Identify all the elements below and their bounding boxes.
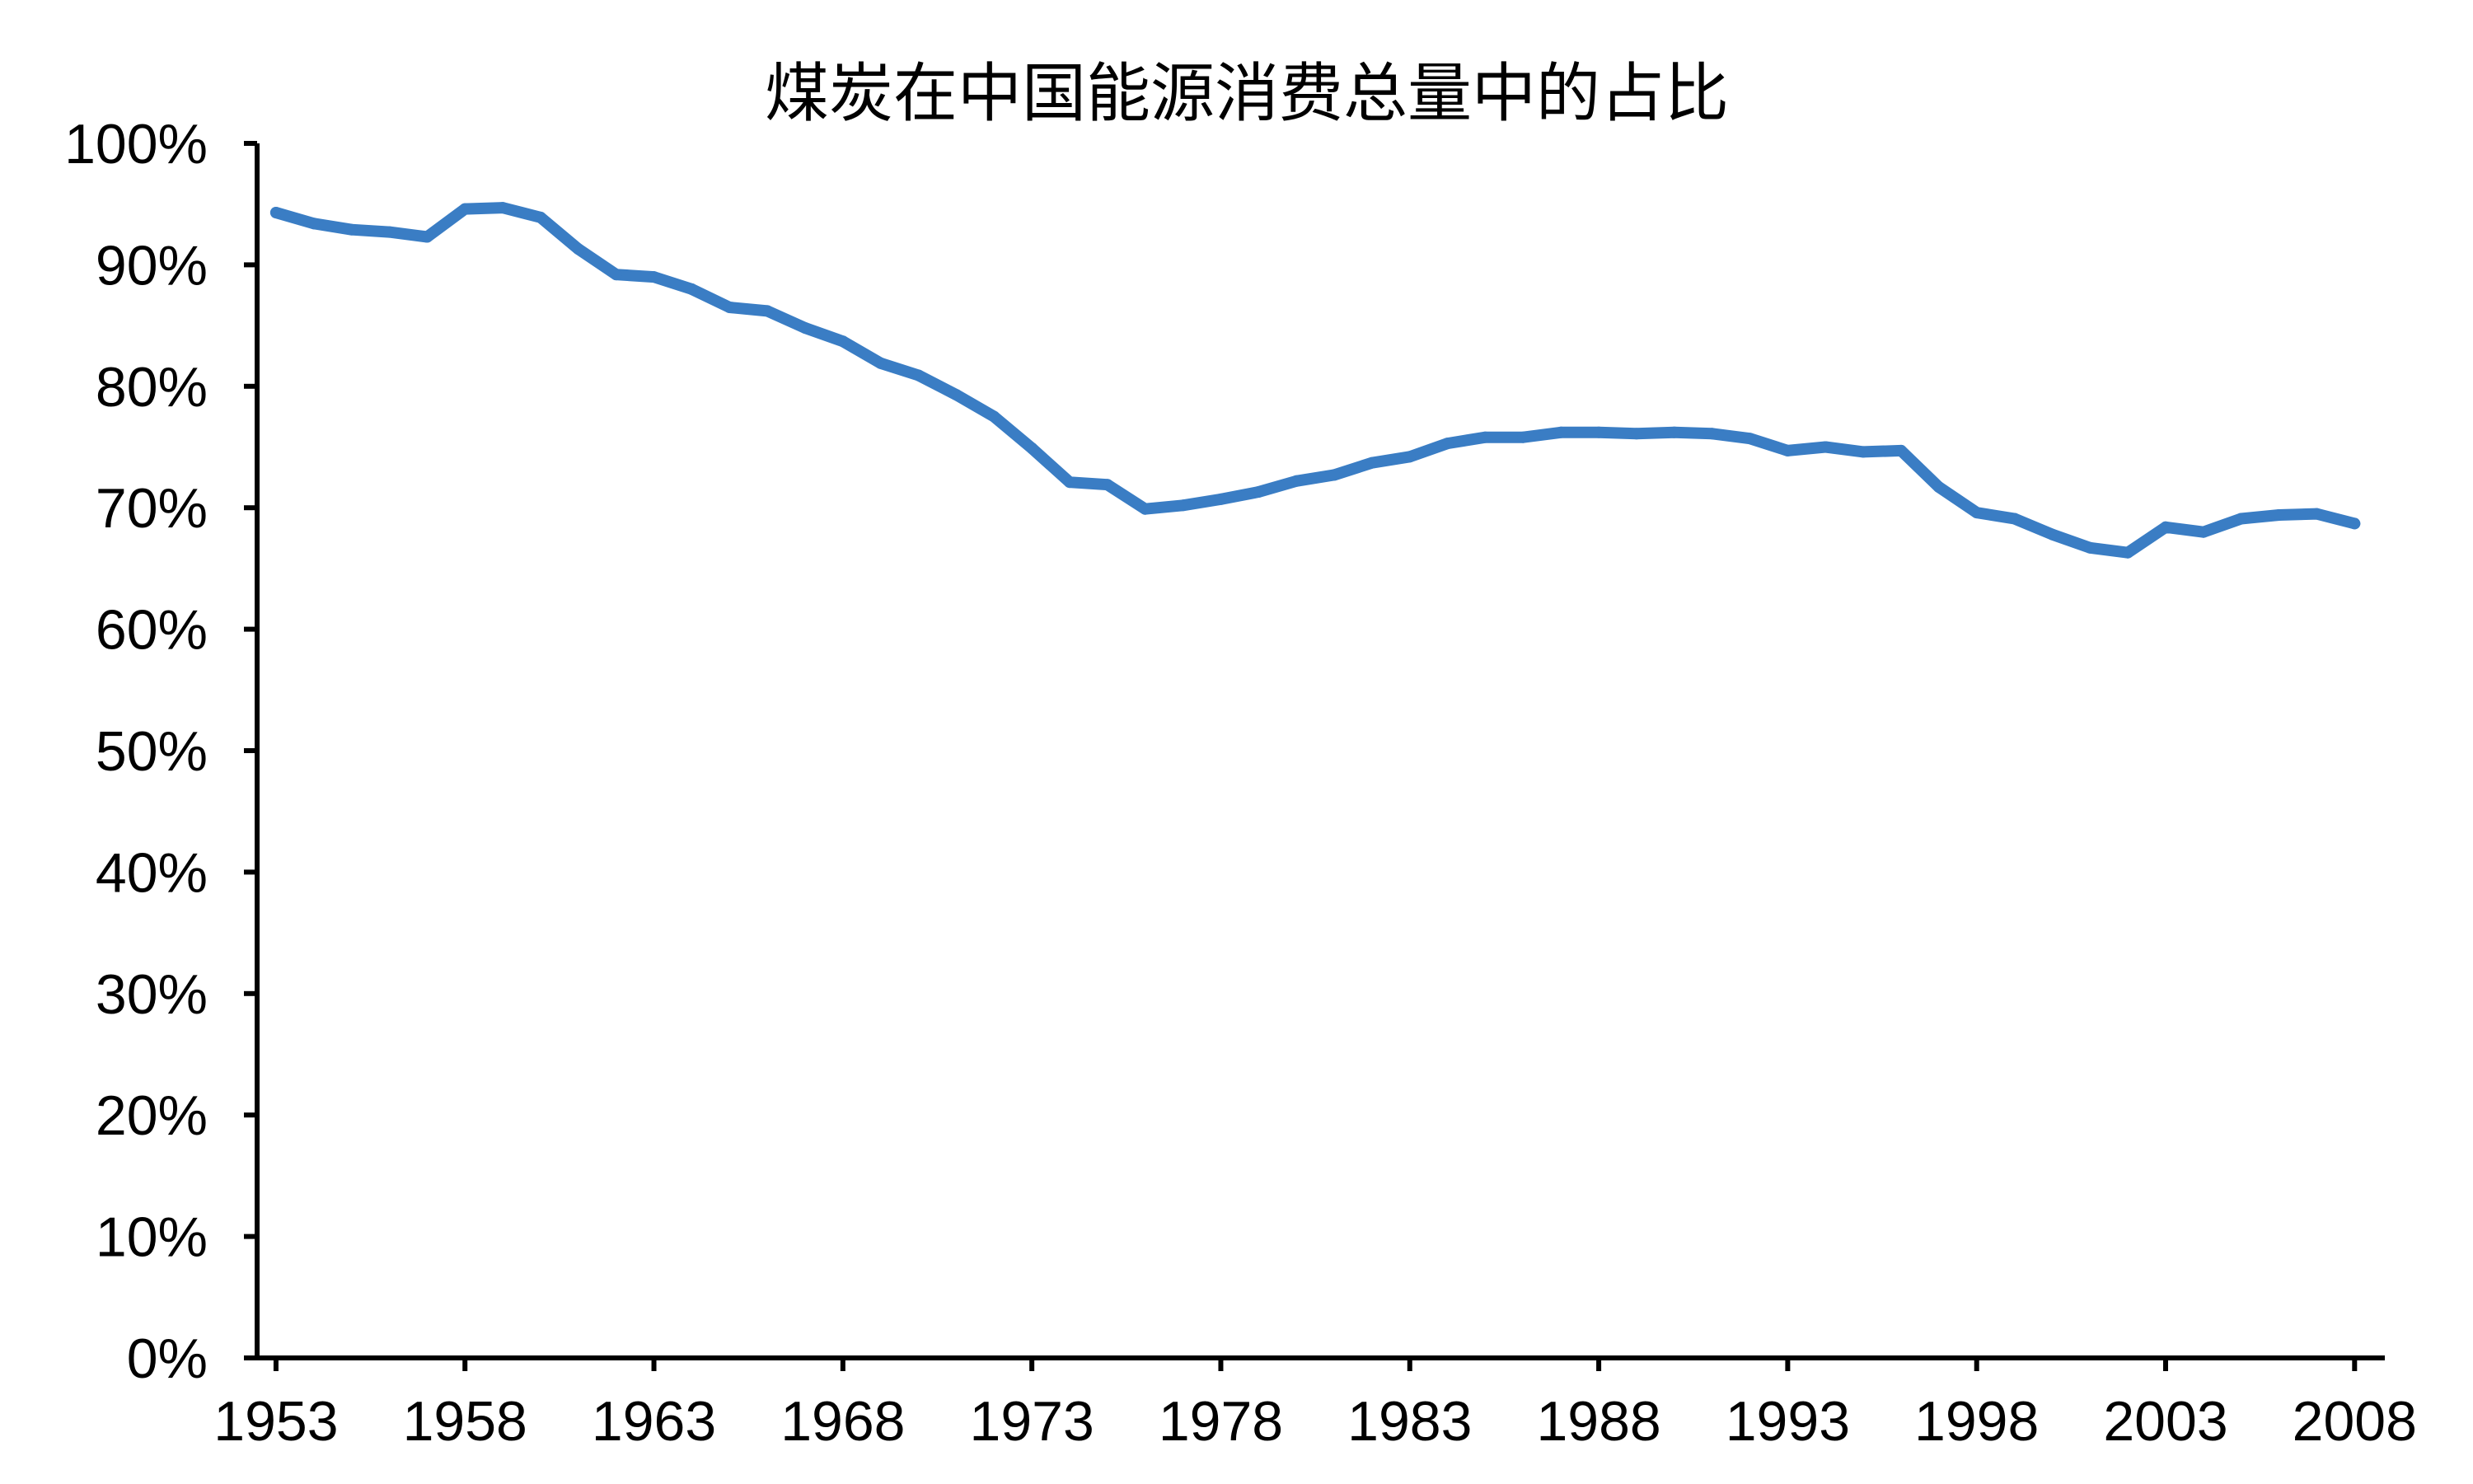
data-point xyxy=(2235,513,2247,525)
data-point xyxy=(1290,475,1303,487)
data-point xyxy=(1630,428,1642,440)
data-point xyxy=(1441,438,1454,450)
y-tick-label: 30% xyxy=(96,963,208,1026)
data-point xyxy=(2046,528,2058,541)
x-axis-ticks: 1953 1958 1963 1968 1973 1978 1983 1988 1993 1998… xyxy=(213,1358,2417,1453)
data-point xyxy=(2197,526,2209,538)
data-point xyxy=(572,243,584,255)
data-point xyxy=(1555,426,1567,438)
data-point xyxy=(2349,517,2361,530)
data-point xyxy=(1139,503,1151,515)
data-point xyxy=(535,211,546,223)
data-point xyxy=(1215,493,1227,505)
data-point xyxy=(686,283,698,295)
y-tick-label: 100% xyxy=(64,113,208,176)
y-axis-ticks: 0% 10% 20% 30% 40% 50% 60% 70% 80% 90% 100% xyxy=(64,113,257,1390)
y-tick-label: 20% xyxy=(96,1084,208,1147)
y-tick-label: 40% xyxy=(96,841,208,904)
y-tick-label: 50% xyxy=(96,720,208,783)
x-tick-label: 1963 xyxy=(592,1390,716,1453)
y-tick-label: 70% xyxy=(96,477,208,540)
x-tick-label: 1978 xyxy=(1159,1390,1283,1453)
data-point xyxy=(1479,431,1492,443)
data-point xyxy=(307,218,320,230)
data-point xyxy=(1064,476,1075,489)
data-point xyxy=(269,207,282,218)
data-point xyxy=(761,305,774,317)
data-point xyxy=(1365,456,1378,469)
x-tick-label: 1968 xyxy=(780,1390,905,1453)
data-point xyxy=(724,302,736,313)
data-points xyxy=(269,202,2361,559)
series-line xyxy=(269,202,2361,559)
data-point xyxy=(799,322,811,334)
x-tick-label: 1958 xyxy=(403,1390,527,1453)
data-point xyxy=(1970,507,1983,519)
data-point xyxy=(1895,444,1907,456)
data-point xyxy=(2160,521,2171,533)
data-point xyxy=(1820,441,1832,453)
data-point xyxy=(1026,442,1038,454)
data-point xyxy=(1177,499,1189,512)
y-tick-label: 10% xyxy=(96,1206,208,1269)
x-tick-label: 1993 xyxy=(1726,1390,1850,1453)
data-point xyxy=(2311,508,2323,520)
data-point xyxy=(2084,541,2096,554)
data-point xyxy=(1403,451,1416,463)
data-point xyxy=(648,271,660,283)
y-tick-label: 60% xyxy=(96,599,208,662)
data-point xyxy=(421,231,433,243)
data-point xyxy=(383,226,396,238)
chart-title: 煤炭在中国能源消费总量中的占比 xyxy=(765,57,1729,131)
data-point xyxy=(2008,513,2021,525)
data-point xyxy=(610,269,622,281)
x-tick-label: 2008 xyxy=(2293,1390,2417,1453)
data-point xyxy=(1101,479,1113,491)
y-tick-label: 80% xyxy=(96,356,208,419)
data-point xyxy=(1328,469,1341,481)
x-tick-label: 1973 xyxy=(970,1390,1094,1453)
data-point xyxy=(1782,444,1794,456)
data-point xyxy=(1857,446,1870,458)
data-point xyxy=(1932,481,1945,494)
y-tick-label: 90% xyxy=(96,234,208,297)
data-point xyxy=(2122,546,2134,559)
data-point xyxy=(459,203,471,215)
x-tick-label: 2003 xyxy=(2103,1390,2227,1453)
data-point xyxy=(1744,433,1756,445)
data-point xyxy=(1706,428,1718,440)
data-point xyxy=(345,223,358,236)
x-tick-label: 1983 xyxy=(1347,1390,1472,1453)
x-tick-label: 1988 xyxy=(1536,1390,1660,1453)
data-point xyxy=(950,389,963,401)
data-point xyxy=(1253,486,1265,498)
data-point xyxy=(1668,426,1680,438)
data-point xyxy=(497,202,509,214)
data-point xyxy=(1593,426,1605,438)
data-point xyxy=(1517,431,1529,443)
x-tick-label: 1998 xyxy=(1914,1390,2039,1453)
data-point xyxy=(2273,509,2285,521)
data-point xyxy=(836,335,849,348)
data-point xyxy=(874,357,887,369)
y-tick-label: 0% xyxy=(127,1327,208,1390)
data-point xyxy=(912,369,925,382)
x-tick-label: 1953 xyxy=(213,1390,338,1453)
data-point xyxy=(988,410,1000,423)
